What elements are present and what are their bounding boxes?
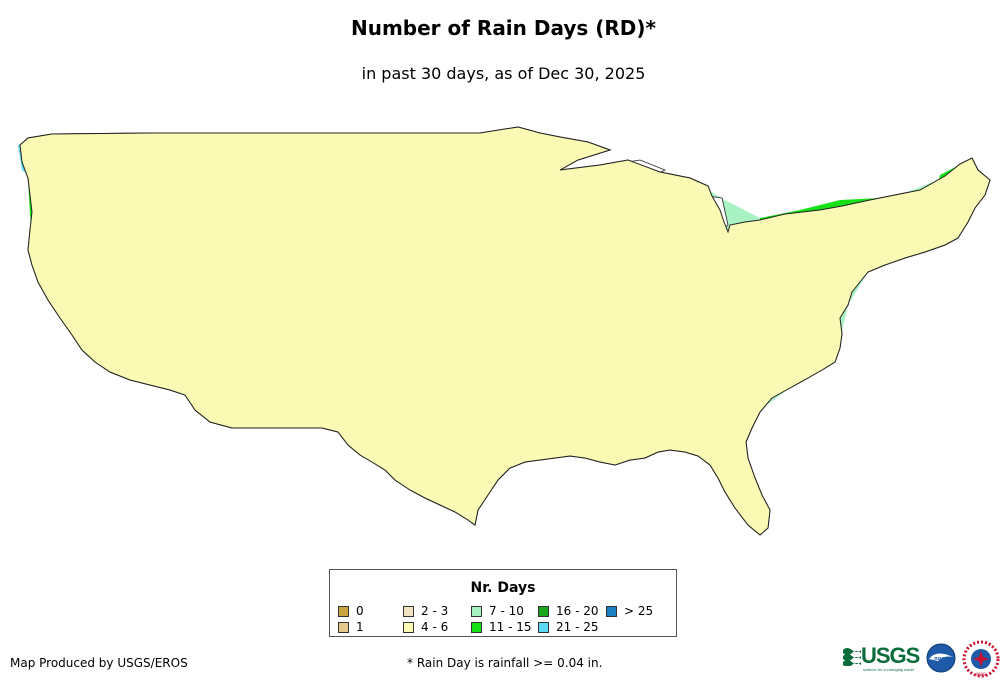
map-subtitle: in past 30 days, as of Dec 30, 2025 bbox=[361, 64, 646, 83]
legend-item-5: 11 - 15 bbox=[471, 620, 532, 634]
produced-by-credit: Map Produced by USGS/EROS bbox=[10, 656, 188, 670]
legend-item-0: 0 bbox=[338, 604, 364, 618]
legend-label: 4 - 6 bbox=[421, 620, 449, 634]
map-title: Number of Rain Days (RD)* bbox=[350, 16, 656, 40]
legend-swatch bbox=[471, 605, 482, 617]
legend-swatch bbox=[338, 605, 349, 617]
legend-label: 16 - 20 bbox=[556, 604, 599, 618]
legend-label: 21 - 25 bbox=[556, 620, 599, 634]
legend-item-6: 16 - 20 bbox=[538, 604, 599, 618]
nws-logo-text: NWS bbox=[976, 672, 986, 677]
legend-label: 2 - 3 bbox=[421, 604, 449, 618]
legend-item-2: 2 - 3 bbox=[403, 604, 448, 618]
noaa-logo-text: noaa bbox=[934, 656, 948, 662]
legend-swatch bbox=[338, 621, 349, 633]
legend-title: Nr. Days bbox=[470, 580, 536, 596]
legend-item-1: 1 bbox=[338, 620, 364, 634]
usgs-tagline: science for a changing world bbox=[863, 667, 914, 672]
legend: Nr. Days 0 1 2 - 3 4 - 6 7 - 10 11 - 15 … bbox=[329, 569, 677, 637]
legend-label: 0 bbox=[356, 604, 364, 618]
legend-swatch bbox=[538, 621, 549, 633]
legend-swatch bbox=[538, 605, 549, 617]
usgs-logo: USGS science for a changing world bbox=[843, 643, 920, 672]
legend-label: 11 - 15 bbox=[489, 620, 532, 634]
legend-swatch bbox=[403, 621, 414, 633]
noaa-logo-icon: noaa bbox=[926, 643, 956, 673]
legend-swatch bbox=[471, 621, 482, 633]
legend-label: > 25 bbox=[624, 604, 654, 618]
rain-days-map bbox=[18, 126, 991, 536]
rain-day-footnote: * Rain Day is rainfall >= 0.04 in. bbox=[407, 656, 603, 670]
legend-swatch bbox=[403, 605, 414, 617]
legend-item-4: 7 - 10 bbox=[471, 604, 524, 618]
nws-logo-icon: NWS bbox=[962, 640, 1000, 678]
usgs-wordmark: USGS bbox=[861, 643, 920, 668]
legend-item-7: 21 - 25 bbox=[538, 620, 599, 634]
legend-swatch bbox=[606, 605, 617, 617]
usgs-wave-icon bbox=[843, 648, 861, 666]
legend-item-3: 4 - 6 bbox=[403, 620, 448, 634]
legend-item-8: > 25 bbox=[606, 604, 653, 618]
legend-label: 7 - 10 bbox=[489, 604, 524, 618]
legend-label: 1 bbox=[356, 620, 364, 634]
